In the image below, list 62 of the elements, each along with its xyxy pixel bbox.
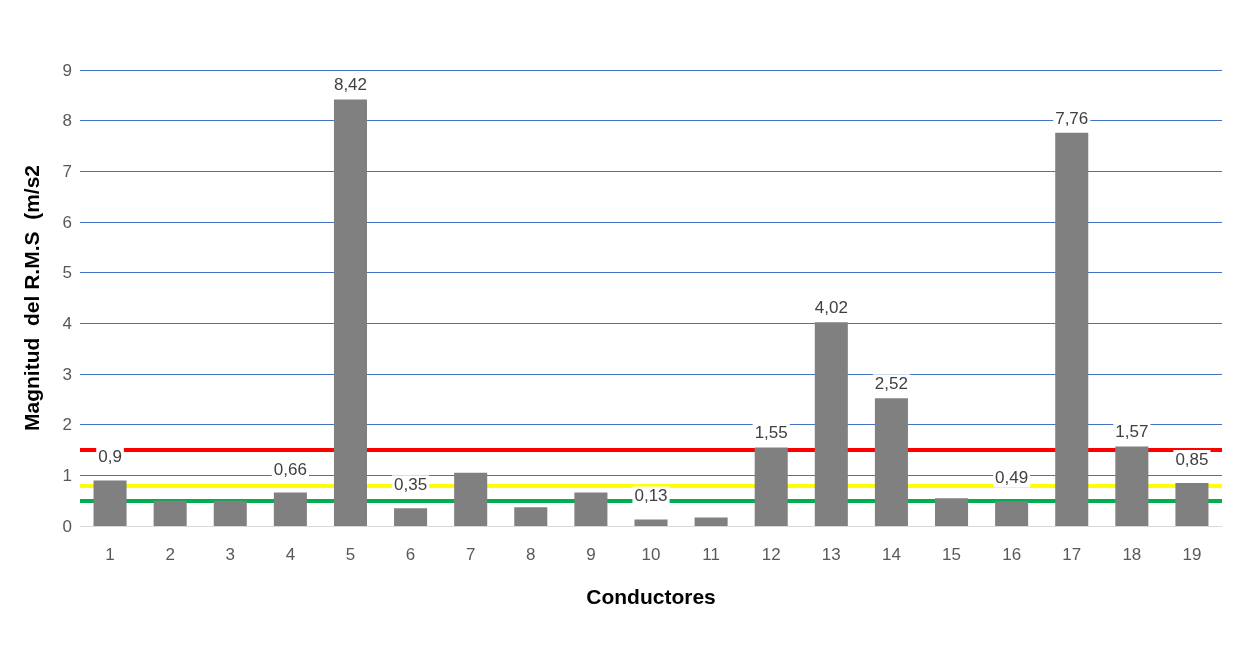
x-tick-label: 10 bbox=[641, 545, 661, 564]
x-tick-label: 7 bbox=[465, 545, 476, 564]
y-tick-label: 1 bbox=[62, 465, 72, 485]
bar bbox=[754, 447, 788, 526]
bar bbox=[153, 500, 187, 526]
x-tick-label: 4 bbox=[285, 545, 296, 564]
bar bbox=[93, 480, 127, 526]
bar bbox=[935, 498, 969, 526]
x-tick-label: 16 bbox=[1002, 545, 1022, 564]
x-tick-label: 17 bbox=[1062, 545, 1082, 564]
bar bbox=[1055, 132, 1089, 526]
x-tick-label: 19 bbox=[1182, 545, 1202, 564]
bar bbox=[814, 322, 848, 526]
y-tick-label: 4 bbox=[62, 313, 72, 333]
y-tick-label: 5 bbox=[62, 263, 72, 283]
bar bbox=[454, 472, 488, 526]
bar bbox=[694, 517, 728, 526]
data-label: 2,52 bbox=[874, 374, 908, 394]
bar bbox=[514, 507, 548, 526]
x-axis-title: Conductores bbox=[586, 585, 716, 608]
data-label: 0,66 bbox=[273, 459, 307, 479]
data-label: 1,55 bbox=[754, 423, 788, 443]
x-tick-label: 5 bbox=[345, 545, 356, 564]
bar bbox=[995, 501, 1029, 526]
data-label: 0,85 bbox=[1175, 449, 1209, 469]
data-label: 1,57 bbox=[1115, 422, 1149, 442]
x-tick-label: 14 bbox=[881, 545, 901, 564]
x-tick-label: 1 bbox=[105, 545, 115, 564]
x-tick-label: 12 bbox=[761, 545, 781, 564]
bar bbox=[574, 492, 608, 526]
x-tick-label: 6 bbox=[405, 545, 416, 564]
data-label: 0,9 bbox=[98, 447, 122, 467]
x-tick-label: 8 bbox=[526, 545, 536, 564]
bar bbox=[213, 500, 247, 526]
x-tick-label: 9 bbox=[586, 545, 596, 564]
data-label: 7,76 bbox=[1055, 108, 1089, 128]
data-label: 4,02 bbox=[814, 298, 848, 318]
data-label: 8,42 bbox=[333, 75, 368, 95]
x-tick-label: 11 bbox=[702, 545, 720, 564]
y-tick-label: 7 bbox=[62, 161, 72, 181]
bar bbox=[273, 492, 307, 526]
x-tick-label: 18 bbox=[1122, 545, 1142, 564]
y-tick-label: 6 bbox=[62, 212, 72, 232]
y-tick-label: 3 bbox=[62, 364, 72, 384]
x-tick-label: 2 bbox=[165, 545, 175, 564]
data-label: 0,13 bbox=[634, 486, 668, 506]
bar bbox=[874, 398, 908, 526]
x-tick-label: 15 bbox=[942, 545, 961, 564]
x-tick-label: 13 bbox=[821, 545, 841, 564]
y-tick-label: 9 bbox=[62, 60, 72, 80]
data-label: 0,35 bbox=[394, 475, 428, 495]
y-tick-label: 0 bbox=[62, 516, 72, 536]
y-tick-label: 2 bbox=[62, 415, 72, 435]
data-label: 0,49 bbox=[995, 468, 1029, 488]
x-tick-label: 3 bbox=[225, 545, 235, 564]
bar bbox=[333, 99, 367, 526]
y-axis-title: Magnitud del R.M.S (m/s2 bbox=[20, 164, 43, 432]
y-tick-label: 8 bbox=[62, 111, 72, 131]
bar bbox=[634, 519, 668, 526]
bar bbox=[1115, 446, 1149, 526]
bar bbox=[1175, 482, 1209, 526]
bar bbox=[394, 508, 428, 526]
